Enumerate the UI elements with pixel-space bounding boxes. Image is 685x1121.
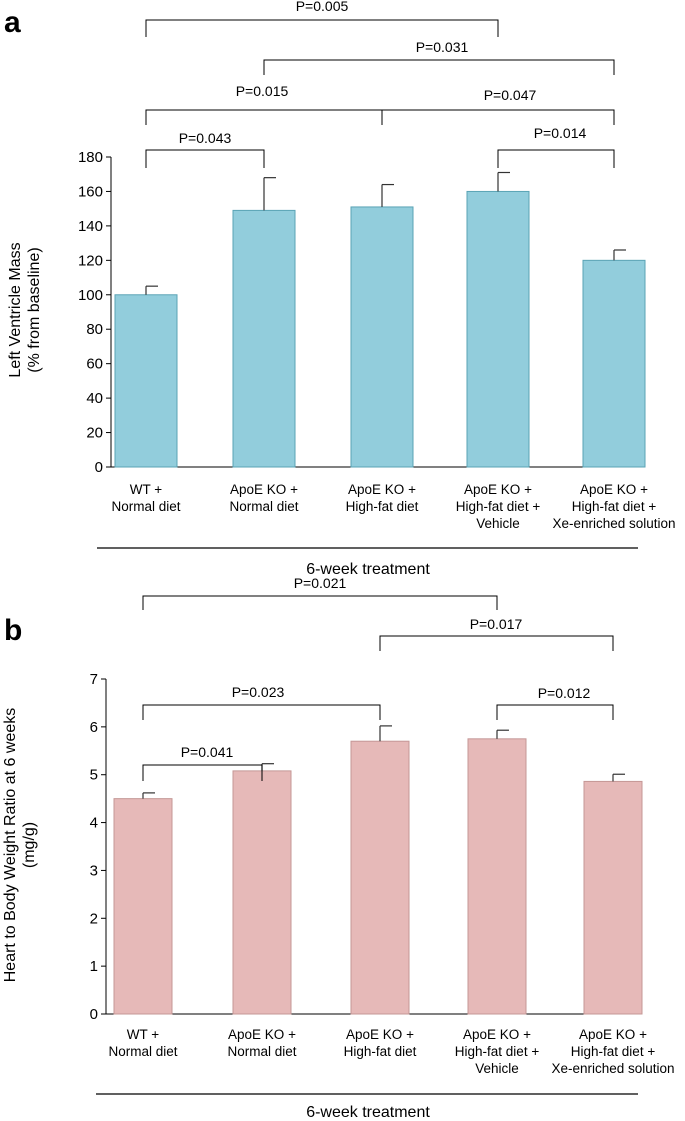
y-tick-label: 5 <box>90 767 98 784</box>
category-label-line: ApoE KO + <box>346 1027 414 1042</box>
category-label-line: High-fat diet <box>346 499 419 514</box>
y-axis-label-line: Heart to Body Weight Ratio at 6 weeks <box>2 708 19 983</box>
y-tick-label: 7 <box>90 671 98 688</box>
y-tick-label: 40 <box>86 390 103 407</box>
panel-a: a 0 20 40 60 80 100 120 140 160 180 Left Ventricle … <box>4 0 676 578</box>
bar <box>350 206 414 468</box>
significance-bracket <box>496 704 614 720</box>
bar <box>113 798 173 1015</box>
p-value-label: P=0.017 <box>470 616 523 632</box>
bar <box>583 780 643 1015</box>
significance-bracket <box>379 635 614 651</box>
y-tick-label: 120 <box>78 252 103 269</box>
p-value-label: P=0.015 <box>236 83 289 99</box>
category-label-line: ApoE KO + <box>579 1027 647 1042</box>
category-label: ApoE KO + High-fat diet <box>344 1027 417 1059</box>
p-value-label: P=0.031 <box>416 39 469 55</box>
bar <box>232 770 292 1015</box>
y-tick-label: 20 <box>86 425 103 442</box>
significance-bracket <box>381 109 615 125</box>
y-tick-label: 2 <box>90 910 98 927</box>
y-tick-label: 100 <box>78 287 103 304</box>
category-label: WT + Normal diet <box>111 482 180 514</box>
y-tick-label: 1 <box>90 958 98 975</box>
y-tick-label: 180 <box>78 149 103 166</box>
p-value-label: P=0.041 <box>181 744 234 760</box>
category-label-line: High-fat diet + <box>455 1044 540 1059</box>
y-axis-label-line: (% from baseline) <box>26 247 43 372</box>
p-value-label: P=0.021 <box>294 575 347 591</box>
category-label-line: ApoE KO + <box>580 482 648 497</box>
p-value-label: P=0.047 <box>484 87 537 103</box>
category-label-line: Vehicle <box>476 516 520 531</box>
y-tick-label: 4 <box>90 815 98 832</box>
y-tick-label: 6 <box>90 719 98 736</box>
significance-bracket <box>263 59 615 75</box>
category-label: ApoE KO + High-fat diet + Xe-enriched solu… <box>551 1027 674 1076</box>
significance-bracket <box>145 19 499 37</box>
category-label-line: High-fat diet <box>344 1044 417 1059</box>
category-label-line: High-fat diet + <box>572 499 657 514</box>
category-label-line: Normal diet <box>227 1044 296 1059</box>
panel-letter: a <box>4 6 21 39</box>
bar <box>350 740 410 1015</box>
panel-letter: b <box>4 614 22 647</box>
y-axis-label-line: Left Ventricle Mass <box>7 242 24 377</box>
category-label: ApoE KO + Normal diet <box>227 1027 296 1059</box>
bar <box>114 294 178 468</box>
category-label-line: Normal diet <box>108 1044 177 1059</box>
p-value-label: P=0.043 <box>179 130 232 146</box>
category-label-line: ApoE KO + <box>348 482 416 497</box>
category-label-line: High-fat diet + <box>571 1044 656 1059</box>
bar <box>232 209 296 468</box>
bar <box>467 738 527 1015</box>
x-axis-label: 6-week treatment <box>306 1104 430 1121</box>
significance-bracket <box>142 764 263 781</box>
category-label: ApoE KO + High-fat diet + Vehicle <box>455 1027 540 1076</box>
y-tick-label: 160 <box>78 183 103 200</box>
bar <box>582 259 646 468</box>
category-label-line: High-fat diet + <box>456 499 541 514</box>
category-label-line: Xe-enriched solution <box>551 1061 674 1076</box>
bar <box>466 190 530 468</box>
category-label-line: Normal diet <box>229 499 298 514</box>
p-value-label: P=0.005 <box>296 0 349 14</box>
category-label-line: WT + <box>130 482 162 497</box>
category-label-line: ApoE KO + <box>464 482 532 497</box>
y-tick-label: 0 <box>95 459 103 476</box>
y-axis-label: Left Ventricle Mass (% from baseline) <box>7 242 43 377</box>
significance-bracket <box>142 704 381 720</box>
y-tick-label: 80 <box>86 321 103 338</box>
panel-b: b 0 1 2 3 4 5 6 7 Heart to Body Weight Ratio at 6… <box>2 575 675 1121</box>
p-value-label: P=0.014 <box>534 125 587 141</box>
y-tick-label: 3 <box>90 862 98 879</box>
category-label-line: ApoE KO + <box>228 1027 296 1042</box>
significance-bracket <box>145 149 265 168</box>
p-value-label: P=0.023 <box>232 684 285 700</box>
category-label-line: Normal diet <box>111 499 180 514</box>
category-label: ApoE KO + Normal diet <box>229 482 298 514</box>
y-axis-label-line: (mg/g) <box>21 822 38 868</box>
category-label-line: WT + <box>127 1027 159 1042</box>
significance-bracket <box>497 149 615 168</box>
y-tick-label: 0 <box>90 1006 98 1023</box>
y-tick-label: 60 <box>86 356 103 373</box>
category-label-line: Xe-enriched solution <box>552 516 675 531</box>
category-label: ApoE KO + High-fat diet + Xe-enriched solu… <box>552 482 675 531</box>
category-label: ApoE KO + High-fat diet <box>346 482 419 514</box>
significance-bracket <box>142 595 498 610</box>
significance-bracket <box>145 109 383 125</box>
category-label-line: Vehicle <box>475 1061 519 1076</box>
category-label-line: ApoE KO + <box>230 482 298 497</box>
y-axis-label: Heart to Body Weight Ratio at 6 weeks (mg… <box>2 708 38 983</box>
category-label: WT + Normal diet <box>108 1027 177 1059</box>
p-value-label: P=0.012 <box>538 685 591 701</box>
x-axis-label: 6-week treatment <box>306 561 430 578</box>
category-label-line: ApoE KO + <box>463 1027 531 1042</box>
category-label: ApoE KO + High-fat diet + Vehicle <box>456 482 541 531</box>
y-tick-label: 140 <box>78 218 103 235</box>
